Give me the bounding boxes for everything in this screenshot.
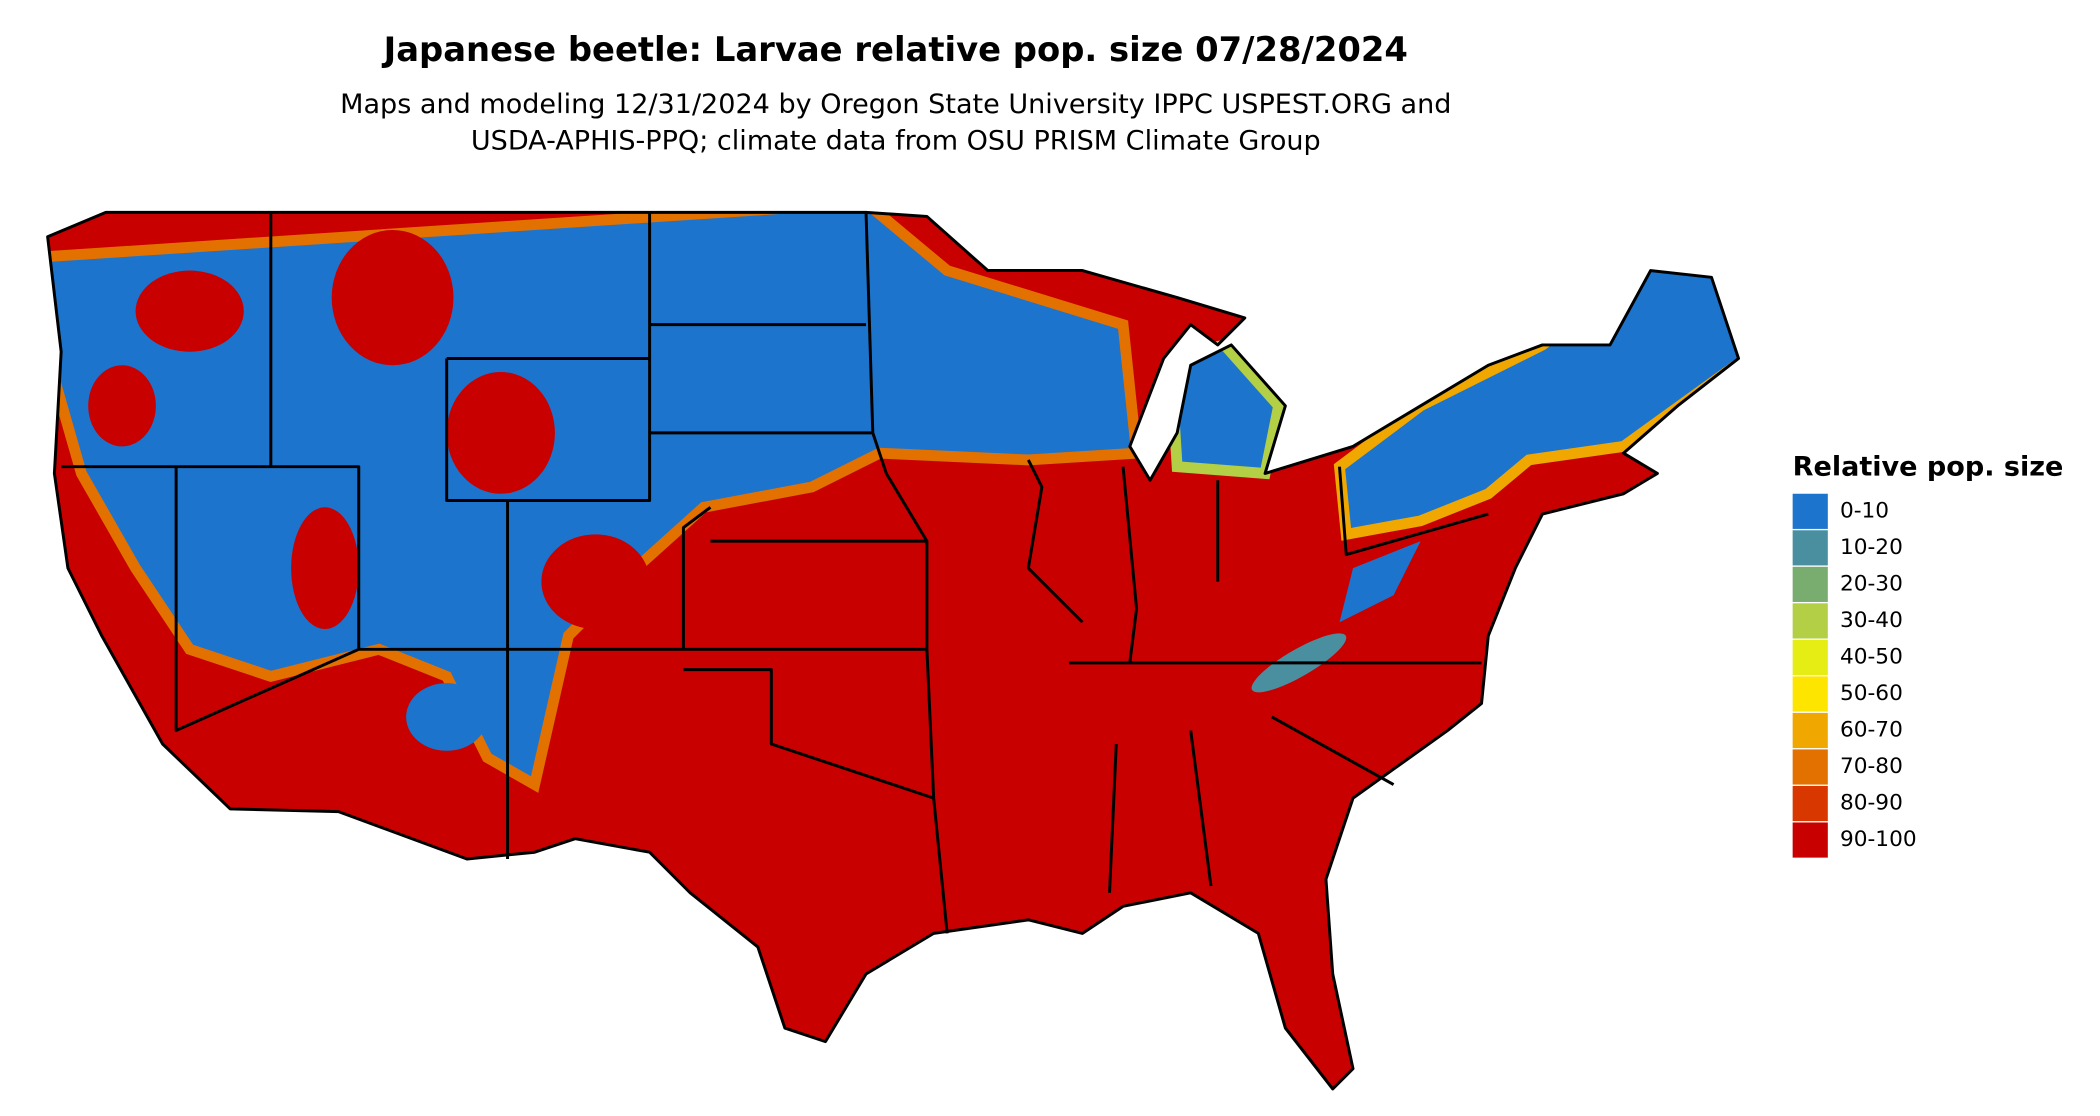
legend-swatch <box>1792 822 1828 858</box>
map-subtitle: USDA-APHIS-PPQ; climate data from OSU PR… <box>471 126 1321 157</box>
legend-label: 50-60 <box>1840 681 1903 706</box>
legend-label: 40-50 <box>1840 644 1903 669</box>
legend-label: 0-10 <box>1840 498 1889 523</box>
legend-swatch <box>1792 603 1828 639</box>
high-patch <box>135 270 244 352</box>
state-border <box>61 212 1489 934</box>
legend-title: Relative pop. size <box>1793 452 2064 483</box>
low-zone <box>1164 338 1285 480</box>
map-subtitle: Maps and modeling 12/31/2024 by Oregon S… <box>340 89 1451 120</box>
legend-swatch <box>1792 566 1828 602</box>
legend-swatch <box>1792 676 1828 712</box>
legend-swatch <box>1792 530 1828 566</box>
us-outline <box>46 210 1741 1091</box>
legend-swatch <box>1792 749 1828 785</box>
legend-label: 90-100 <box>1840 827 1917 852</box>
high-patch <box>88 365 156 447</box>
state-borders <box>46 210 1741 1091</box>
legend: Relative pop. size 0-10 10-20 20-30 30-40 40… <box>1792 452 2064 858</box>
low-zone <box>47 212 1143 793</box>
high-patch <box>446 372 555 494</box>
high-patch <box>541 534 650 630</box>
legend-label: 20-30 <box>1840 571 1903 596</box>
legend-label: 30-40 <box>1840 608 1903 633</box>
legend-swatch <box>1792 712 1828 749</box>
legend-swatch <box>1792 639 1828 676</box>
legend-swatch <box>1792 785 1828 822</box>
legend-label: 70-80 <box>1840 754 1903 779</box>
legend-label: 80-90 <box>1840 791 1903 816</box>
map-title: Japanese beetle: Larvae relative pop. si… <box>382 30 1408 69</box>
legend-swatch <box>1792 493 1828 529</box>
low-patch <box>1339 541 1421 623</box>
high-patch <box>331 229 454 366</box>
low-patch <box>406 683 488 751</box>
legend-label: 10-20 <box>1840 535 1903 560</box>
high-patch <box>291 507 359 630</box>
legend-label: 60-70 <box>1840 717 1903 742</box>
